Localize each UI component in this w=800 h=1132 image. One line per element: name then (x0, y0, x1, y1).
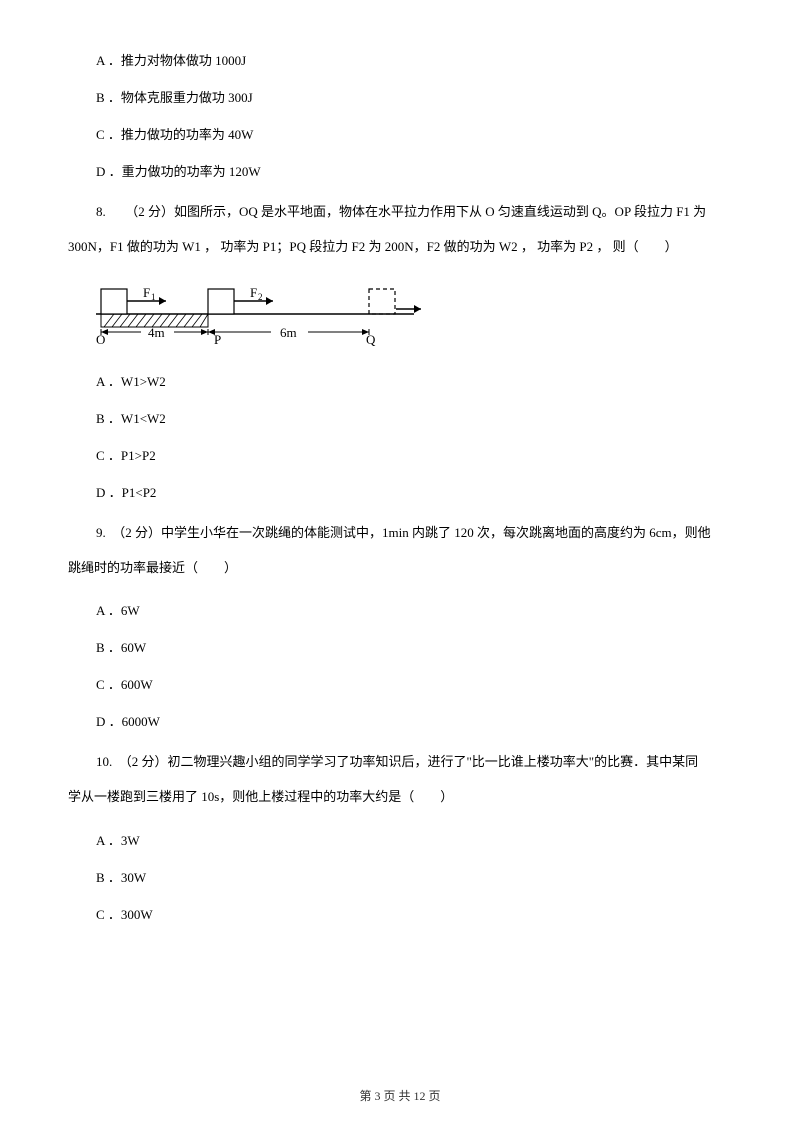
q9-option-b: B ．60W (68, 637, 732, 656)
q10-line1: 10. （2 分）初二物理兴趣小组的同学学习了功率知识后，进行了"比一比谁上楼功… (68, 748, 732, 777)
q8-option-b: B ．W1<W2 (68, 408, 732, 427)
p-label: P (214, 332, 221, 347)
q9-line1: 9. （2 分）中学生小华在一次跳绳的体能测试中，1min 内跳了 120 次，… (68, 519, 732, 548)
q7-option-b: B ．物体克服重力做功 300J (68, 87, 732, 106)
q9-option-d: D ．6000W (68, 711, 732, 730)
f1-label: F (143, 285, 150, 300)
q7-option-c: C ．推力做功的功率为 40W (68, 124, 732, 143)
q8-diagram: F 1 F 2 O 4m P 6m (96, 279, 426, 349)
page-footer: 第 3 页 共 12 页 (0, 1087, 800, 1104)
q8-option-c: C ．P1>P2 (68, 445, 732, 464)
q7-option-d: D ．重力做功的功率为 120W (68, 161, 732, 180)
physics-diagram-icon: F 1 F 2 O 4m P 6m (96, 279, 426, 349)
q8-line1: 8. （2 分）如图所示，OQ 是水平地面，物体在水平拉力作用下从 O 匀速直线… (68, 198, 732, 227)
svg-text:2: 2 (258, 292, 263, 302)
q10-option-b: B ．30W (68, 867, 732, 886)
f2-label: F (250, 285, 257, 300)
d1-label: 4m (148, 325, 165, 340)
q7-option-a: A ．推力对物体做功 1000J (68, 50, 732, 69)
q10-option-c: C ．300W (68, 904, 732, 923)
svg-text:1: 1 (151, 292, 156, 302)
q8-line2: 300N，F1 做的功为 W1 ， 功率为 P1；PQ 段拉力 F2 为 200… (68, 233, 732, 262)
q10-line2: 学从一楼跑到三楼用了 10s，则他上楼过程中的功率大约是（ ） (68, 783, 732, 812)
q9-option-a: A ．6W (68, 600, 732, 619)
q10-option-a: A ．3W (68, 830, 732, 849)
q9-option-c: C ．600W (68, 674, 732, 693)
o-label: O (96, 332, 105, 347)
q-label: Q (366, 332, 376, 347)
q8-option-d: D ．P1<P2 (68, 482, 732, 501)
q8-option-a: A ．W1>W2 (68, 371, 732, 390)
d2-label: 6m (280, 325, 297, 340)
q9-line2: 跳绳时的功率最接近（ ） (68, 554, 732, 583)
